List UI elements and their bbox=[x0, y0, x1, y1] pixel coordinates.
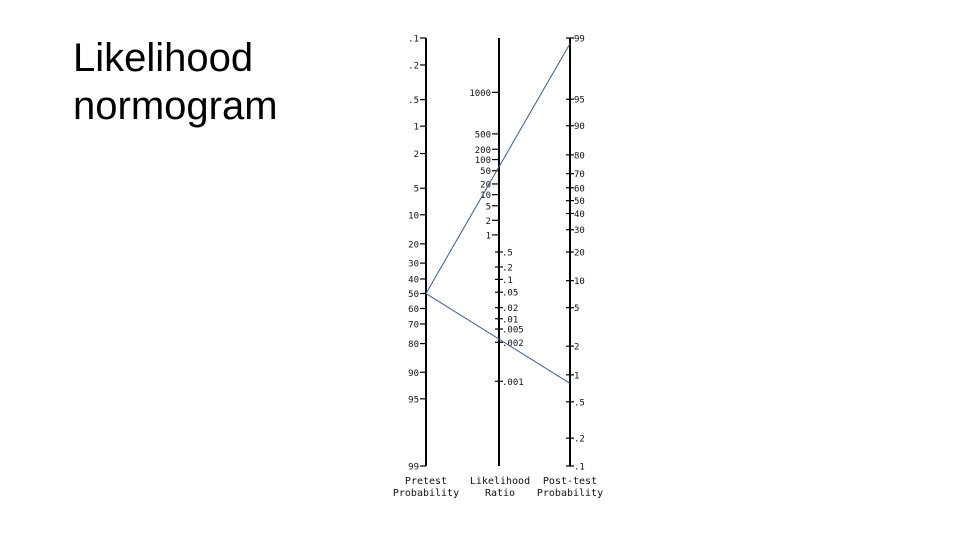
lr-tick-label: 1 bbox=[486, 231, 491, 241]
lr-tick-label: .05 bbox=[502, 289, 518, 299]
posttest-tick-label: 40 bbox=[574, 210, 585, 220]
pretest-tick-label: 10 bbox=[408, 211, 419, 221]
pretest-tick-label: 30 bbox=[408, 260, 419, 270]
lr-tick-label: .002 bbox=[502, 339, 524, 349]
posttest-tick-label: 5 bbox=[574, 304, 579, 314]
pretest-axis-label-line2: Probability bbox=[393, 488, 459, 499]
pretest-axis-label-line1: Pretest bbox=[405, 476, 447, 487]
lr-tick-label: 5 bbox=[486, 202, 491, 212]
lr-tick-label: 2 bbox=[486, 217, 491, 227]
pretest-tick-label: .1 bbox=[408, 35, 419, 45]
lr-tick-label: 10 bbox=[480, 191, 491, 201]
posttest-tick-label: 30 bbox=[574, 226, 585, 236]
lr-tick-label: .1 bbox=[502, 276, 513, 286]
slide-title-line1: Likelihood bbox=[73, 36, 254, 80]
pretest-tick-label: 70 bbox=[408, 320, 419, 330]
pretest-tick-label: 1 bbox=[414, 123, 419, 133]
posttest-tick-label: .1 bbox=[574, 463, 585, 473]
lr-tick-label: 500 bbox=[475, 130, 491, 140]
posttest-tick-label: 50 bbox=[574, 197, 585, 207]
posttest-tick-label: 70 bbox=[574, 170, 585, 180]
nomogram-result-line-1 bbox=[425, 43, 571, 294]
pretest-tick-label: 95 bbox=[408, 395, 419, 405]
lr-tick-label: 1000 bbox=[469, 89, 491, 99]
posttest-tick-label: 90 bbox=[574, 122, 585, 132]
posttest-tick-label: 2 bbox=[574, 343, 579, 353]
lr-tick-label: 50 bbox=[480, 167, 491, 177]
posttest-tick-label: .5 bbox=[574, 398, 585, 408]
lr-axis-label-line2: Ratio bbox=[485, 488, 515, 499]
posttest-tick-label: 99 bbox=[574, 35, 585, 45]
lr-tick-label: 200 bbox=[475, 146, 491, 156]
lr-tick-label: 20 bbox=[480, 180, 491, 190]
slide-title-line2: normogram bbox=[73, 84, 278, 128]
pretest-tick-label: 5 bbox=[414, 185, 419, 195]
posttest-tick-label: .2 bbox=[574, 435, 585, 445]
posttest-tick-label: 20 bbox=[574, 249, 585, 259]
pretest-tick-label: .5 bbox=[408, 96, 419, 106]
pretest-tick-label: 2 bbox=[414, 150, 419, 160]
lr-tick-label: 100 bbox=[475, 156, 491, 166]
pretest-tick-label: 80 bbox=[408, 340, 419, 350]
lr-tick-label: .005 bbox=[502, 326, 524, 336]
nomogram-result-line-2 bbox=[425, 293, 571, 384]
posttest-tick-label: 10 bbox=[574, 277, 585, 287]
lr-tick-label: .5 bbox=[502, 249, 513, 259]
slide-title: Likelihood normogram bbox=[73, 34, 278, 130]
posttest-tick-label: 80 bbox=[574, 151, 585, 161]
pretest-tick-label: 60 bbox=[408, 305, 419, 315]
pretest-tick-label: 50 bbox=[408, 290, 419, 300]
lr-tick-label: .01 bbox=[502, 315, 518, 325]
pretest-tick-label: 90 bbox=[408, 369, 419, 379]
lr-tick-label: .02 bbox=[502, 304, 518, 314]
posttest-tick-label: 95 bbox=[574, 96, 585, 106]
lr-tick-label: .2 bbox=[502, 263, 513, 273]
pretest-tick-label: 99 bbox=[408, 463, 419, 473]
posttest-tick-label: 1 bbox=[574, 371, 579, 381]
lr-tick-label: .001 bbox=[502, 378, 524, 388]
pretest-tick-label: 40 bbox=[408, 275, 419, 285]
posttest-axis-label-line2: Probability bbox=[537, 488, 603, 499]
pretest-tick-label: 20 bbox=[408, 240, 419, 250]
posttest-axis-label-line1: Post-test bbox=[543, 476, 597, 487]
lr-axis-label-line1: Likelihood bbox=[470, 476, 530, 487]
pretest-tick-label: .2 bbox=[408, 61, 419, 71]
posttest-tick-label: 60 bbox=[574, 184, 585, 194]
